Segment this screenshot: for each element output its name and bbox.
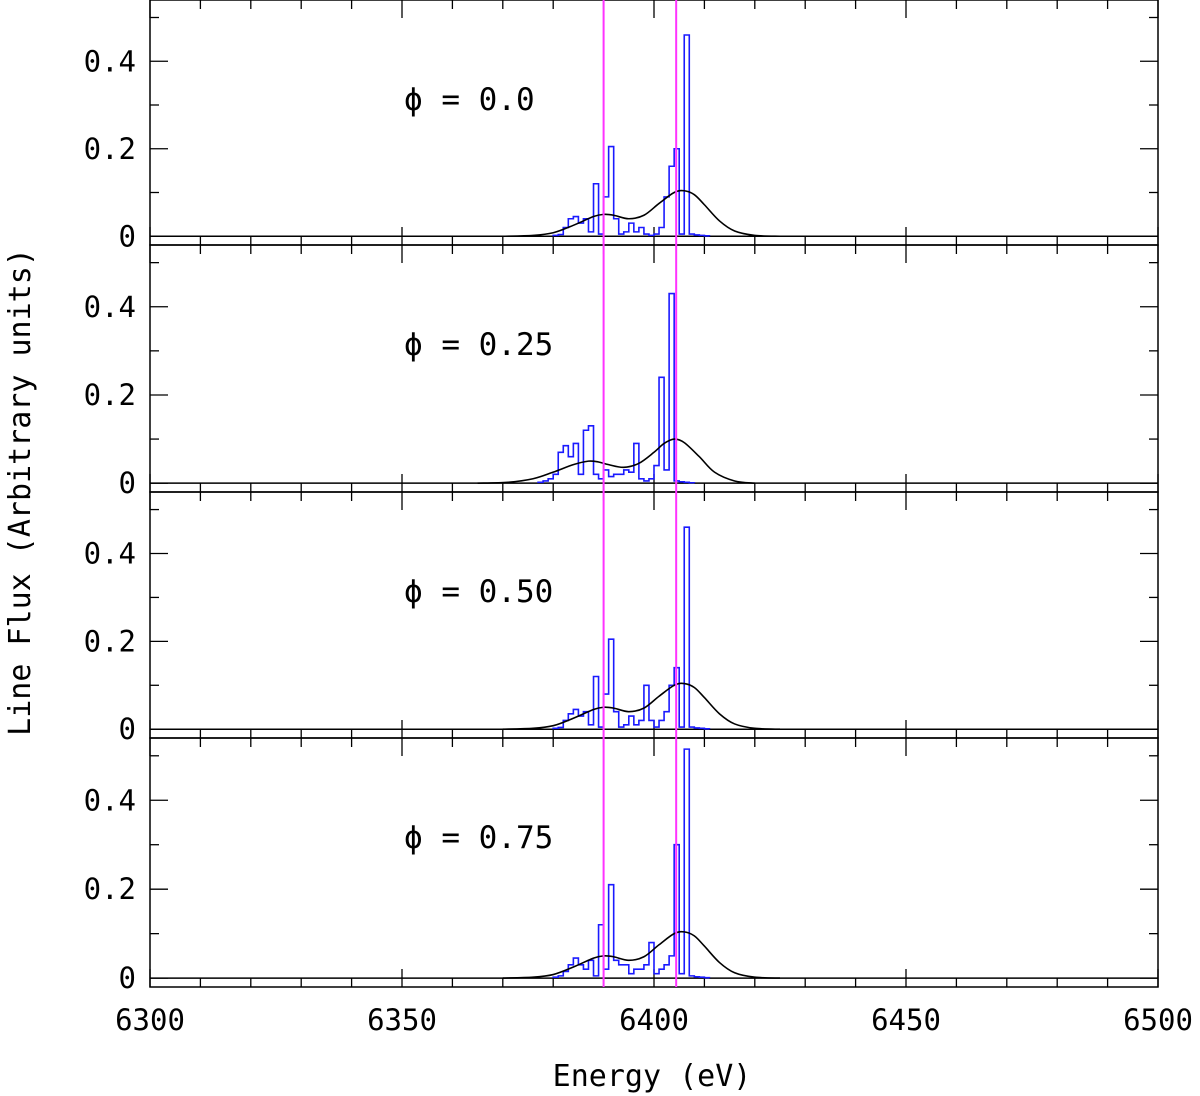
panel-0: 0 0.2 0.4 ϕ = 0.0 (84, 0, 1159, 253)
y-tick-label: 0.4 (84, 290, 136, 324)
x-tick-label: 6400 (619, 1003, 689, 1037)
reference-lines (602, 0, 678, 987)
panel-label: ϕ = 0.0 (404, 82, 535, 118)
histogram-series (552, 34, 711, 237)
panel-3: 0 0.2 0.4 ϕ = 0.75 (84, 737, 1159, 995)
y-tick-label: 0.2 (84, 378, 136, 412)
histogram-series (552, 526, 711, 730)
x-tick-labels: 6300 6350 6400 6450 6500 (115, 1003, 1193, 1037)
x-tick-label: 6300 (115, 1003, 185, 1037)
y-tick-label: 0.4 (84, 44, 136, 78)
y-tick-label: 0.2 (84, 624, 136, 658)
x-axis-title: Energy (eV) (553, 1059, 752, 1094)
x-tick-label: 6500 (1123, 1003, 1193, 1037)
histogram-series (537, 292, 696, 484)
panel-label: ϕ = 0.75 (404, 820, 553, 856)
x-tick-label: 6450 (871, 1003, 941, 1037)
panel-label: ϕ = 0.50 (404, 574, 553, 610)
y-tick-label: 0.4 (84, 783, 136, 817)
y-tick-label: 0.2 (84, 872, 136, 906)
panel-label: ϕ = 0.25 (404, 327, 553, 363)
y-axis-title: Line Flux (Arbitrary units) (3, 248, 38, 736)
panel-frame (149, 244, 1159, 493)
smoothed-series (502, 682, 781, 731)
x-tick-label: 6350 (367, 1003, 437, 1037)
panels: 0 0.2 0.4 ϕ = 0.0 0 0.2 0.4 ϕ = 0.25 0 0.2 0.4 ϕ = … (84, 0, 1159, 995)
smoothed-series (502, 189, 781, 238)
panel-2: 0 0.2 0.4 ϕ = 0.50 (84, 491, 1159, 746)
y-tick-label: 0.2 (84, 132, 136, 166)
y-tick-label: 0 (119, 219, 136, 253)
y-tick-label: 0 (119, 712, 136, 746)
y-tick-label: 0.4 (84, 537, 136, 571)
smoothed-series (477, 438, 755, 484)
y-tick-label: 0 (119, 961, 136, 995)
panel-1: 0 0.2 0.4 ϕ = 0.25 (84, 244, 1159, 500)
histogram-series (552, 748, 711, 979)
y-tick-label: 0 (119, 466, 136, 500)
smoothed-series (502, 930, 781, 979)
